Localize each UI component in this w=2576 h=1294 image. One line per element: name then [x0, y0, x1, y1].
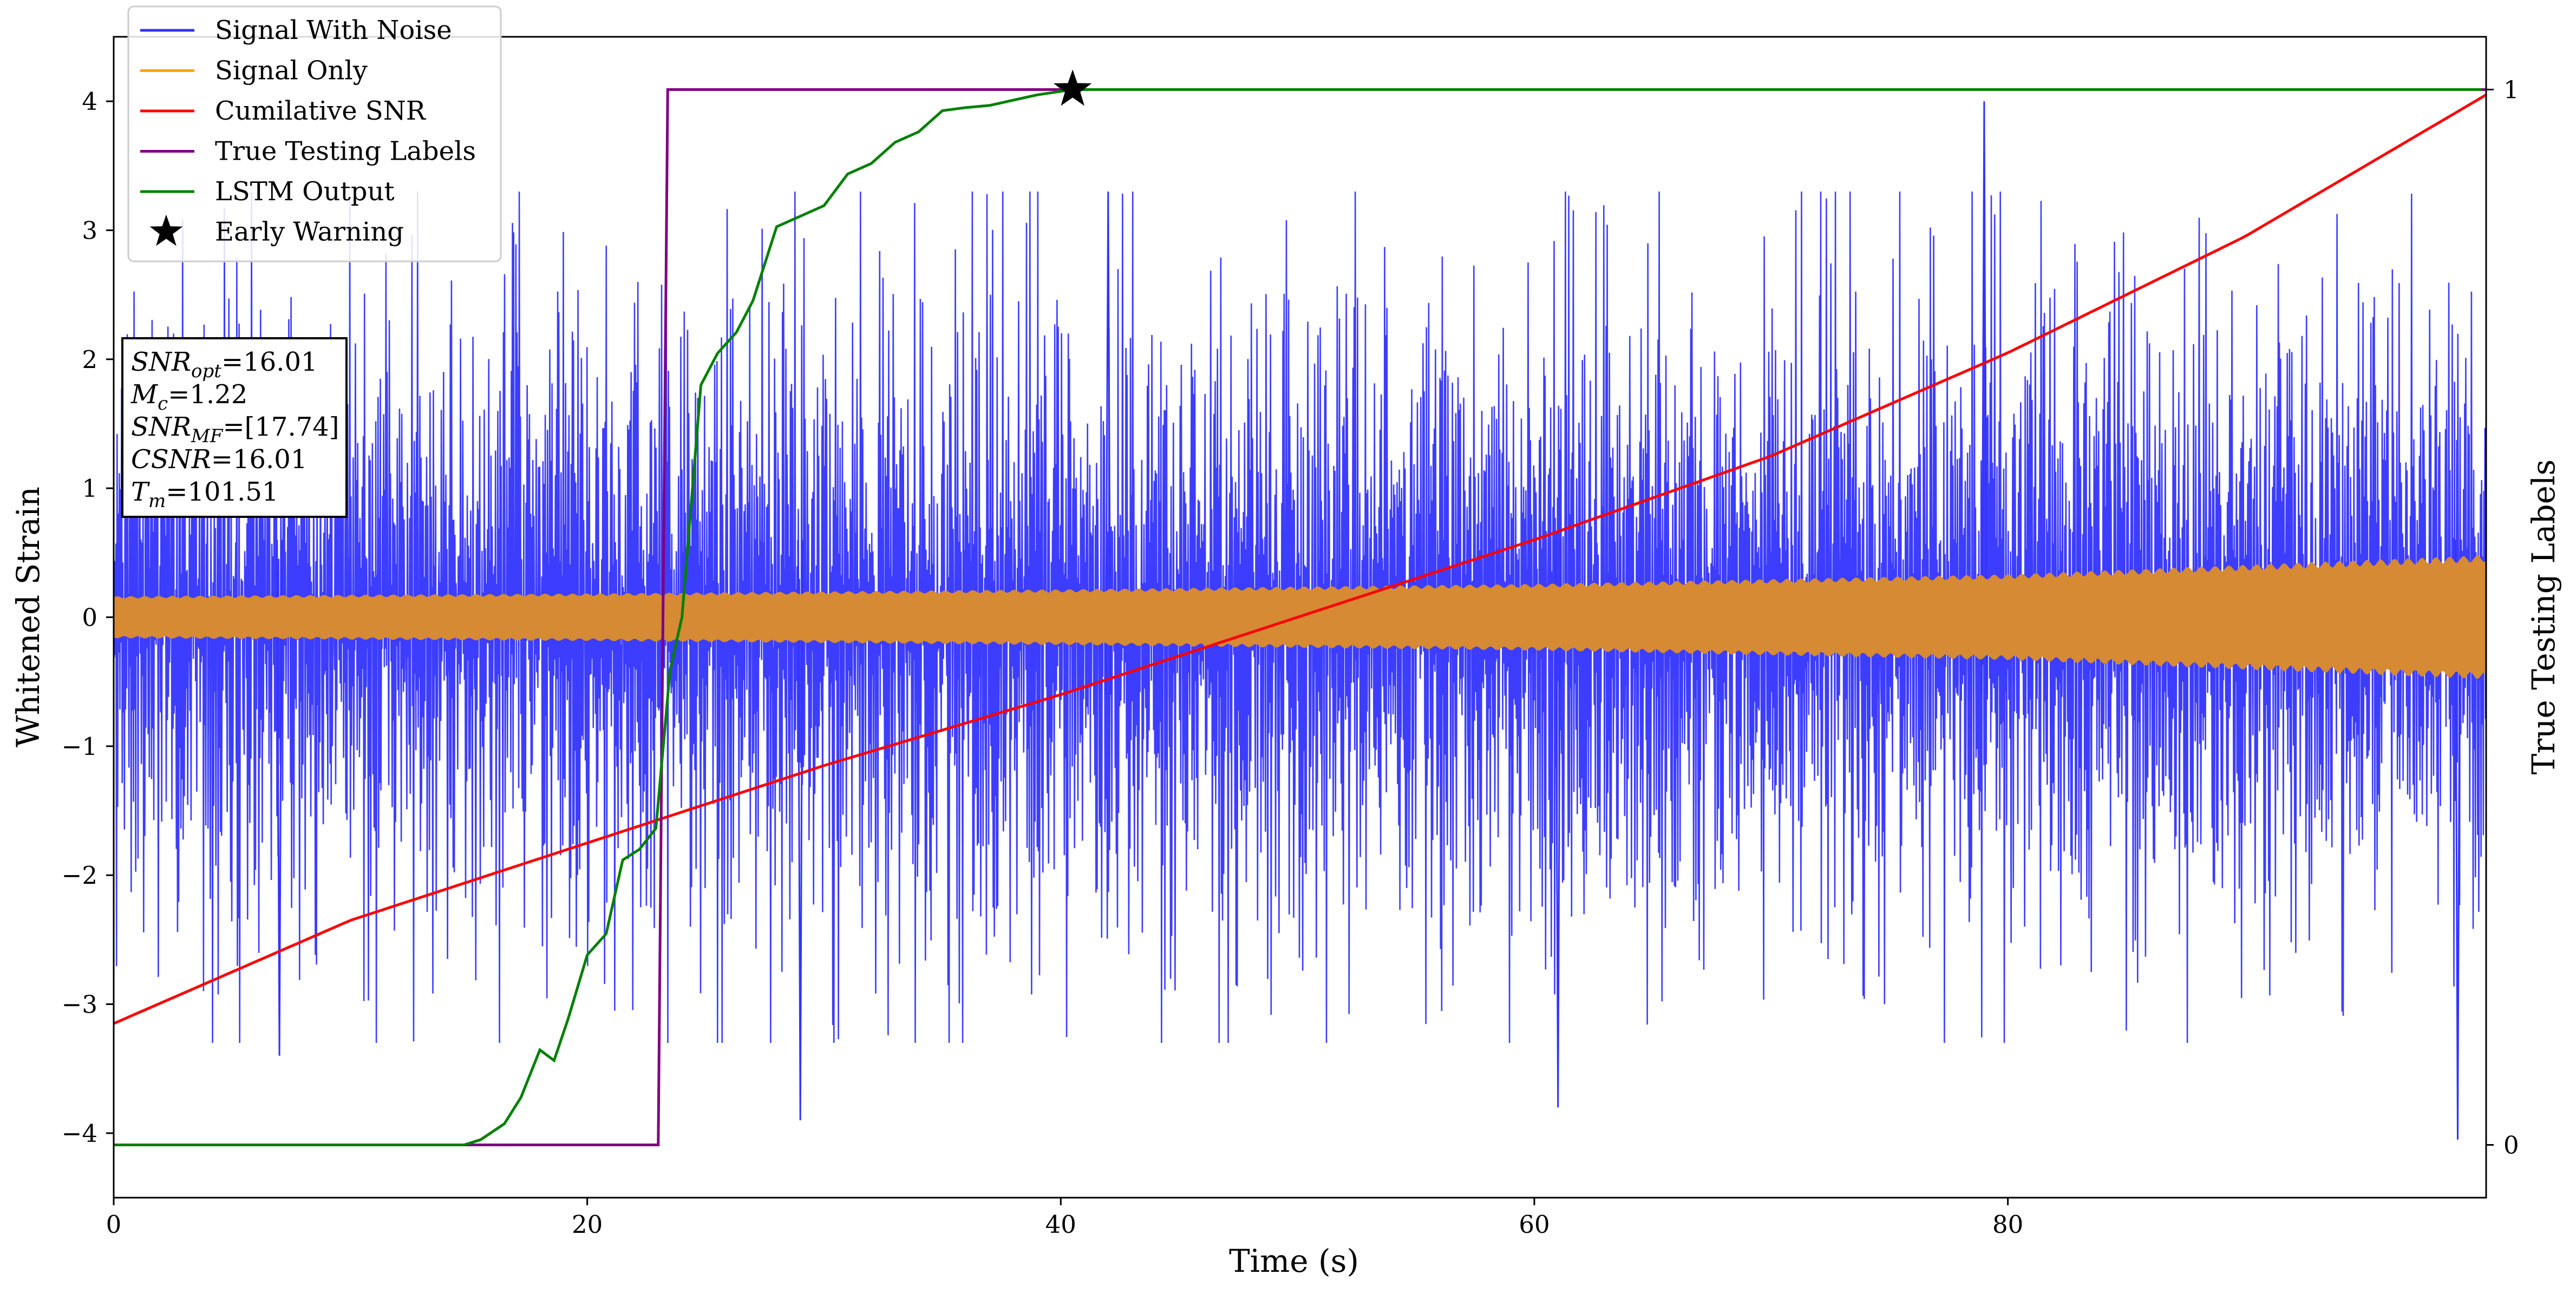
legend-label: Cumilative SNR: [215, 96, 427, 126]
x-axis-label: Time (s): [1229, 1243, 1359, 1279]
signal-with-noise-extreme-3: [1554, 540, 1561, 1108]
signal-with-noise-line: [114, 191, 2486, 1043]
early-warning-marker: [1053, 69, 1092, 106]
legend-star-icon: [149, 214, 183, 246]
x-tick-label: 60: [1519, 1210, 1549, 1239]
legend-label: Signal Only: [215, 56, 368, 86]
series-layer: [114, 69, 2486, 1146]
y-tick-label: −1: [62, 732, 97, 761]
signal-with-noise-extreme-2: [1104, 191, 1112, 695]
x-tick-label: 80: [1992, 1210, 2023, 1239]
x-tick-label: 0: [106, 1210, 122, 1239]
y2-axis-ticks: 10: [2486, 76, 2519, 1160]
y-axis-label: Whitened Strain: [10, 487, 47, 747]
y2-tick-label: 1: [2503, 76, 2519, 104]
signal-with-noise-extreme-0: [276, 540, 283, 1056]
y-axis-ticks: 4 3 2 1 0 −1 −2 −3 −4: [62, 87, 114, 1148]
legend: Signal With Noise Signal Only Cumilative S…: [127, 5, 502, 262]
y2-tick-label: 0: [2503, 1131, 2519, 1160]
signal-with-noise-extreme-5: [2454, 540, 2461, 1140]
y-tick-label: 2: [82, 345, 97, 374]
y-tick-label: −4: [62, 1119, 97, 1148]
info-box-line: SNRMF=[17.74]: [131, 412, 339, 447]
y-tick-label: 4: [82, 87, 97, 116]
legend-label: LSTM Output: [215, 176, 395, 207]
x-axis-ticks: 0 20 40 60 80: [106, 1198, 2023, 1239]
legend-label: True Testing Labels: [215, 136, 476, 167]
y-tick-label: −2: [62, 861, 97, 890]
x-tick-label: 40: [1045, 1210, 1076, 1239]
y-tick-label: 3: [82, 216, 97, 245]
info-textbox: SNRopt=16.01Mc=1.22SNRMF=[17.74]CSNR=16.…: [121, 337, 348, 518]
legend-label: Early Warning: [215, 217, 404, 247]
y-tick-label: 1: [82, 474, 97, 503]
legend-box: [127, 5, 502, 262]
info-box-line: Mc=1.22: [130, 379, 247, 415]
x-tick-label: 20: [572, 1210, 603, 1239]
cumulative-snr-line: [114, 94, 2486, 1025]
y-tick-label: 0: [82, 603, 97, 632]
signal-with-noise-extreme-1: [797, 540, 804, 1121]
info-box-frame: [121, 337, 348, 518]
signal-with-noise-extreme-4: [1981, 101, 1987, 695]
legend-label: Signal With Noise: [215, 15, 452, 45]
info-box-line: Tm=101.51: [131, 477, 278, 512]
y2-axis-label: True Testing Labels: [2525, 459, 2562, 774]
y-tick-label: −3: [62, 990, 97, 1019]
info-box-line: CSNR=16.01: [131, 444, 307, 475]
info-box-line: SNRopt=16.01: [131, 347, 318, 382]
